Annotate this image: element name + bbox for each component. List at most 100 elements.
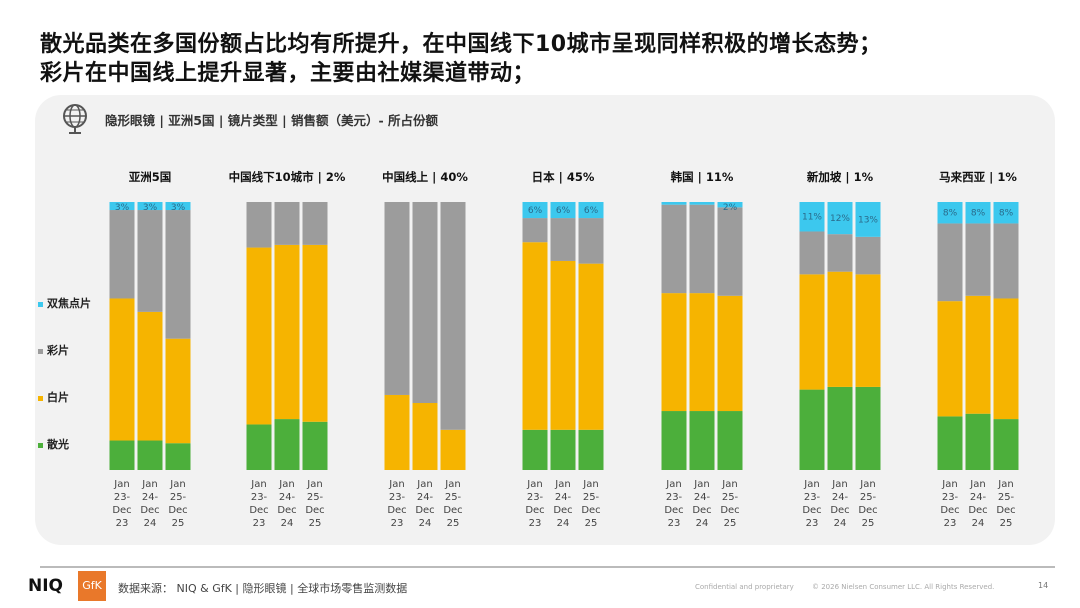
x-tick-label: Dec bbox=[720, 505, 739, 516]
bar-segment-双焦点片 bbox=[522, 202, 548, 219]
bar-segment-双焦点片 bbox=[937, 202, 963, 224]
globe-icon bbox=[63, 104, 87, 134]
data-label: 8% bbox=[943, 209, 958, 219]
x-tick-label: Jan bbox=[693, 479, 709, 490]
gfk-logo: GfK bbox=[78, 571, 106, 601]
x-tick-label: 24- bbox=[279, 492, 296, 503]
copyright: © 2026 Nielsen Consumer LLC. All Rights … bbox=[812, 583, 995, 591]
x-tick-label: 24- bbox=[417, 492, 434, 503]
bar-segment-散光 bbox=[855, 386, 881, 470]
bar-segment-白片 bbox=[550, 260, 576, 430]
bar-segment-双焦点片 bbox=[993, 202, 1019, 224]
x-tick-label: Dec bbox=[996, 505, 1015, 516]
x-tick-label: 25 bbox=[447, 518, 460, 529]
x-tick-label: 24 bbox=[281, 518, 294, 529]
x-tick-label: Dec bbox=[581, 505, 600, 516]
x-tick-label: Jan bbox=[526, 479, 542, 490]
x-tick-label: 23- bbox=[666, 492, 683, 503]
bar-segment-散光 bbox=[799, 389, 825, 470]
x-tick-label: 25- bbox=[170, 492, 187, 503]
group-title: 韩国 | 11% bbox=[671, 170, 734, 184]
bar-segment-散光 bbox=[827, 386, 853, 470]
x-tick-label: 23- bbox=[251, 492, 268, 503]
x-tick-label: 24- bbox=[142, 492, 159, 503]
x-tick-label: 24 bbox=[419, 518, 432, 529]
x-tick-label: 24- bbox=[832, 492, 849, 503]
bar-segment-双焦点片 bbox=[109, 202, 135, 211]
x-tick-label: Jan bbox=[665, 479, 681, 490]
bar-segment-彩片 bbox=[827, 234, 853, 272]
niq-logo: NIQ bbox=[28, 576, 64, 596]
data-label: 3% bbox=[143, 203, 158, 213]
group-title: 中国线下10城市 | 2% bbox=[229, 170, 346, 184]
x-tick-label: Jan bbox=[803, 479, 819, 490]
x-tick-label: 23 bbox=[944, 518, 957, 529]
x-tick-label: Jan bbox=[721, 479, 737, 490]
x-tick-label: Dec bbox=[415, 505, 434, 516]
bar-segment-散光 bbox=[109, 440, 135, 470]
x-tick-label: 25 bbox=[1000, 518, 1013, 529]
x-tick-label: Dec bbox=[305, 505, 324, 516]
x-tick-label: 25 bbox=[862, 518, 875, 529]
bar-segment-双焦点片 bbox=[827, 202, 853, 235]
x-tick-label: Jan bbox=[554, 479, 570, 490]
x-tick-label: Jan bbox=[113, 479, 129, 490]
x-tick-label: Dec bbox=[525, 505, 544, 516]
bar-segment-白片 bbox=[937, 301, 963, 417]
bar-segment-彩片 bbox=[578, 218, 604, 264]
x-tick-label: 25 bbox=[172, 518, 185, 529]
data-label: 6% bbox=[584, 206, 599, 216]
x-tick-label: Dec bbox=[664, 505, 683, 516]
bar-segment-白片 bbox=[717, 295, 743, 412]
bar-segment-散光 bbox=[550, 429, 576, 470]
bar-segment-彩片 bbox=[440, 202, 466, 430]
legend-item: 彩片 bbox=[38, 342, 69, 358]
x-tick-label: 23- bbox=[942, 492, 959, 503]
x-tick-label: 23 bbox=[391, 518, 404, 529]
bar-segment-散光 bbox=[302, 421, 328, 470]
bar-segment-白片 bbox=[855, 274, 881, 387]
bar-segment-双焦点片 bbox=[717, 202, 743, 208]
x-tick-label: 24 bbox=[144, 518, 157, 529]
group-title: 日本 | 45% bbox=[532, 170, 595, 184]
x-tick-label: Jan bbox=[306, 479, 322, 490]
x-tick-label: 23 bbox=[668, 518, 681, 529]
x-tick-label: 25- bbox=[307, 492, 324, 503]
bar-segment-白片 bbox=[412, 403, 438, 470]
title-line-2: 彩片在中国线上提升显著，主要由社媒渠道带动； bbox=[40, 61, 536, 86]
x-tick-label: Dec bbox=[140, 505, 159, 516]
x-tick-label: 25 bbox=[585, 518, 598, 529]
group-title: 新加坡 | 1% bbox=[807, 170, 874, 184]
footer-divider bbox=[40, 566, 1055, 568]
x-tick-label: Dec bbox=[168, 505, 187, 516]
bar-segment-散光 bbox=[274, 419, 300, 470]
x-tick-label: 24 bbox=[834, 518, 847, 529]
x-tick-label: Dec bbox=[858, 505, 877, 516]
bar-segment-散光 bbox=[246, 424, 272, 470]
x-tick-label: Jan bbox=[250, 479, 266, 490]
bar-segment-彩片 bbox=[799, 231, 825, 275]
x-tick-label: 25- bbox=[998, 492, 1015, 503]
bar-segment-散光 bbox=[165, 443, 191, 470]
bar-segment-散光 bbox=[717, 411, 743, 470]
x-tick-label: Dec bbox=[277, 505, 296, 516]
x-tick-label: Dec bbox=[968, 505, 987, 516]
x-tick-label: 25 bbox=[724, 518, 737, 529]
x-tick-label: 23- bbox=[527, 492, 544, 503]
data-label: 12% bbox=[830, 214, 850, 224]
x-tick-label: 23 bbox=[116, 518, 129, 529]
data-label: 6% bbox=[528, 206, 543, 216]
x-tick-label: Dec bbox=[802, 505, 821, 516]
bar-segment-白片 bbox=[302, 244, 328, 422]
bar-segment-彩片 bbox=[937, 223, 963, 302]
group-title: 亚洲5国 bbox=[129, 170, 172, 184]
data-label: 2% bbox=[723, 203, 738, 213]
x-tick-label: 24 bbox=[972, 518, 985, 529]
bar-segment-双焦点片 bbox=[965, 202, 991, 224]
bar-segment-彩片 bbox=[965, 223, 991, 296]
x-tick-label: Dec bbox=[443, 505, 462, 516]
x-tick-label: 23- bbox=[114, 492, 131, 503]
bar-segment-彩片 bbox=[165, 210, 191, 339]
bar-segment-散光 bbox=[137, 440, 163, 470]
x-tick-label: Jan bbox=[941, 479, 957, 490]
